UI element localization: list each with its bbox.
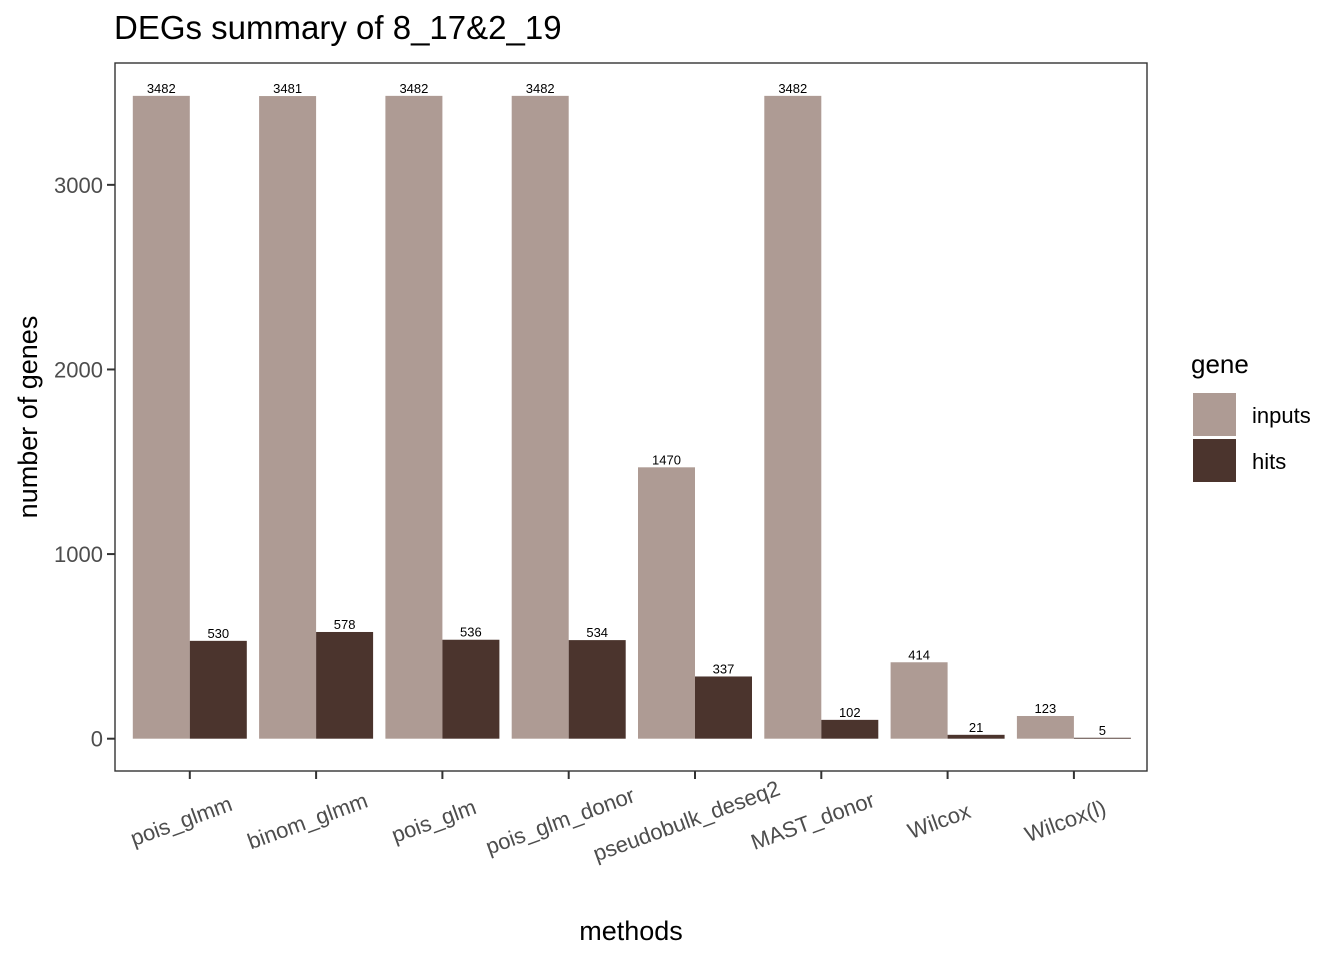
bar-hits-pseudobulk_deseq2 [695, 676, 752, 739]
data-label-hits-MAST_donor: 102 [839, 705, 861, 720]
bar-hits-pois_glm_donor [568, 640, 626, 739]
x-axis-title: methods [579, 916, 683, 946]
bar-hits-binom_glmm [316, 631, 374, 739]
data-label-hits-pseudobulk_deseq2: 337 [713, 661, 735, 676]
bar-hits-MAST_donor [821, 719, 879, 739]
data-label-hits-binom_glmm: 578 [334, 617, 356, 632]
data-label-hits-pois_glm_donor: 534 [586, 625, 608, 640]
x-tick-label: pois_glmm [127, 791, 236, 851]
data-label-inputs-Wilcox: 414 [908, 647, 930, 662]
bar-inputs-MAST_donor [764, 95, 822, 739]
y-tick-label: 0 [91, 727, 103, 752]
y-axis-title: number of genes [13, 316, 43, 519]
data-label-hits-Wilcox: 21 [969, 720, 983, 735]
data-label-inputs-Wilcox(l): 123 [1035, 701, 1057, 716]
data-label-inputs-MAST_donor: 3482 [778, 81, 807, 96]
bar-inputs-pois_glm_donor [511, 95, 569, 739]
legend-label-hits: hits [1252, 449, 1286, 474]
x-tick-label: Wilcox [904, 798, 973, 844]
y-tick-label: 1000 [54, 542, 103, 567]
x-tick-label: pois_glm [388, 794, 479, 848]
x-tick-label: Wilcox(l) [1021, 795, 1109, 847]
data-label-inputs-pois_glm_donor: 3482 [526, 81, 555, 96]
bar-inputs-Wilcox [890, 662, 948, 739]
y-tick-label: 2000 [54, 357, 103, 382]
data-label-hits-Wilcox(l): 5 [1099, 723, 1106, 738]
bar-hits-Wilcox(l) [1073, 737, 1131, 739]
data-label-inputs-pseudobulk_deseq2: 1470 [652, 452, 681, 467]
bar-hits-Wilcox [947, 734, 1005, 739]
bar-hits-pois_glm [442, 639, 500, 739]
bars: 3482 530 3481 578 3482 536 3482 534 1470 337 3482 1… [132, 81, 1131, 739]
x-axis: pois_glmm binom_glmm pois_glm pois_glm_dono… [127, 771, 1109, 866]
bar-inputs-Wilcox(l) [1016, 715, 1074, 739]
bar-inputs-pseudobulk_deseq2 [638, 467, 695, 739]
chart-title: DEGs summary of 8_17&2_19 [114, 9, 562, 46]
data-label-hits-pois_glmm: 530 [207, 626, 229, 641]
data-label-inputs-pois_glm: 3482 [399, 81, 428, 96]
legend-key-hits [1193, 439, 1236, 482]
legend: gene inputs hits [1191, 349, 1311, 482]
bar-hits-pois_glmm [189, 640, 247, 739]
bar-inputs-pois_glmm [132, 95, 190, 739]
y-tick-label: 3000 [54, 173, 103, 198]
x-tick-label: binom_glmm [244, 788, 371, 855]
bar-inputs-binom_glmm [259, 96, 317, 739]
data-label-inputs-pois_glmm: 3482 [147, 81, 176, 96]
y-axis: 0 1000 2000 3000 [54, 173, 115, 752]
bar-inputs-pois_glm [385, 95, 443, 739]
legend-title: gene [1191, 349, 1249, 379]
data-label-inputs-binom_glmm: 3481 [273, 81, 302, 96]
data-label-hits-pois_glm: 536 [460, 625, 482, 640]
legend-label-inputs: inputs [1252, 403, 1311, 428]
legend-key-inputs [1193, 393, 1236, 436]
